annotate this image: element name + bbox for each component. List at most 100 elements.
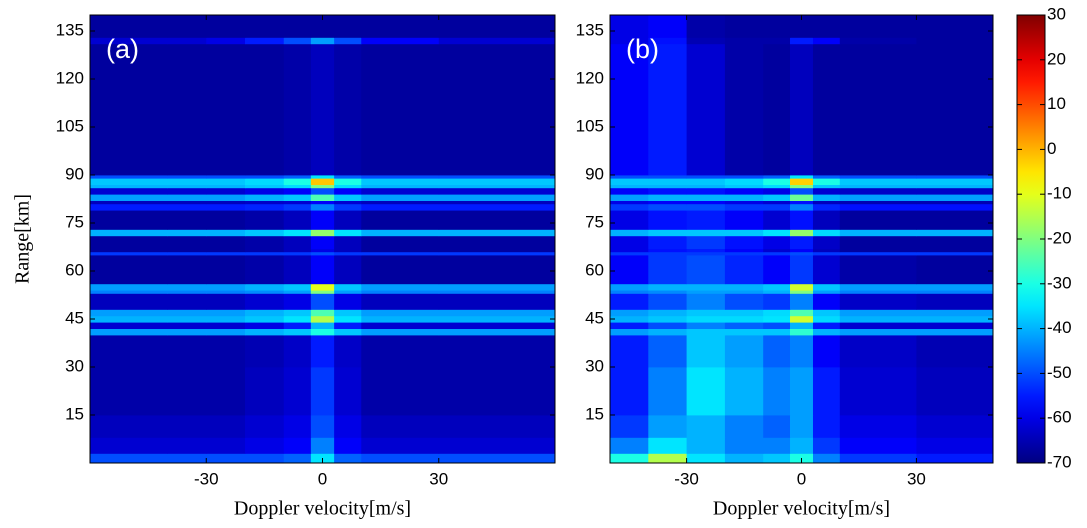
y-tick-label: 15 <box>585 404 604 423</box>
heat-cell <box>245 290 285 294</box>
heat-cell <box>839 194 917 201</box>
y-tick-label: 75 <box>65 212 84 231</box>
heat-cell <box>686 453 726 464</box>
heat-cell <box>90 309 168 317</box>
heat-cell <box>90 15 168 38</box>
heat-cell <box>310 251 335 256</box>
heat-cell <box>724 322 764 329</box>
heat-cell <box>334 248 362 253</box>
heat-cell <box>648 437 687 454</box>
heat-cell <box>610 178 649 185</box>
heat-cell <box>438 187 556 195</box>
heat-cell <box>334 293 362 310</box>
heat-cell <box>839 315 917 323</box>
heat-cell <box>283 175 312 179</box>
heat-cell <box>610 251 649 256</box>
heat-cell <box>648 283 687 291</box>
heat-cell <box>648 210 687 230</box>
heat-cell <box>206 229 246 237</box>
heat-cell <box>763 37 791 45</box>
heat-cell <box>790 322 814 329</box>
heat-cell <box>648 235 687 249</box>
heat-cell <box>206 437 246 454</box>
y-tick-label: 30 <box>585 356 604 375</box>
heat-cell <box>686 335 726 368</box>
heat-cell <box>310 235 335 249</box>
heat-cell <box>206 37 246 45</box>
heat-cell <box>812 229 841 237</box>
colorbar-tick-label: 30 <box>1047 4 1066 23</box>
heat-cell <box>648 15 687 38</box>
heat-cell <box>686 437 726 454</box>
heat-cell <box>763 309 791 317</box>
heat-cell <box>334 229 362 237</box>
heat-cell <box>283 251 312 256</box>
heat-cell <box>763 251 791 256</box>
heat-cell <box>245 367 285 416</box>
heat-cell <box>438 322 556 329</box>
heat-cell <box>438 15 556 38</box>
heat-cell <box>790 283 814 291</box>
heat-cell <box>245 178 285 185</box>
heat-cell <box>839 367 917 416</box>
heat-cell <box>334 255 362 285</box>
y-tick-label: 75 <box>585 212 604 231</box>
heat-cell <box>283 309 312 317</box>
heat-cell <box>610 248 649 253</box>
heat-cell <box>167 322 207 329</box>
heat-cell <box>206 367 246 416</box>
heat-cell <box>648 453 687 464</box>
heat-cell <box>90 203 168 211</box>
heat-cell <box>648 43 687 176</box>
heat-cell <box>167 229 207 237</box>
heat-cell <box>648 37 687 45</box>
heat-cell <box>334 200 362 205</box>
heat-cell <box>916 335 994 368</box>
heat-cell <box>648 290 687 294</box>
heat-cell <box>686 283 726 291</box>
heat-cell <box>686 210 726 230</box>
heat-cell <box>361 175 440 179</box>
heat-cell <box>245 203 285 211</box>
heat-cell <box>206 251 246 256</box>
heat-cell <box>763 367 791 416</box>
heat-cell <box>283 184 312 189</box>
heat-cell <box>610 43 649 176</box>
heat-cell <box>438 293 556 310</box>
heat-cell <box>839 37 917 45</box>
heat-cell <box>438 203 556 211</box>
heat-cell <box>724 367 764 416</box>
panel-label: (a) <box>106 34 139 64</box>
heat-cell <box>610 37 649 45</box>
heat-cell <box>812 251 841 256</box>
heat-cell <box>334 15 362 38</box>
heat-cell <box>812 309 841 317</box>
heat-cell <box>167 203 207 211</box>
heat-cell <box>206 335 246 368</box>
heat-cell <box>438 43 556 176</box>
heat-cell <box>283 315 312 323</box>
heat-cell <box>916 235 994 249</box>
heat-cell <box>206 235 246 249</box>
heat-cell <box>790 437 814 454</box>
heat-cell <box>206 200 246 205</box>
heat-cell <box>839 290 917 294</box>
heat-cell <box>361 203 440 211</box>
heat-cell <box>206 415 246 438</box>
heat-cell <box>839 328 917 336</box>
heat-cell <box>283 335 312 368</box>
x-axis-label: Doppler velocity[m/s] <box>713 498 890 520</box>
heat-cell <box>283 178 312 185</box>
y-tick-label: 45 <box>65 308 84 327</box>
heat-cell <box>334 37 362 45</box>
heat-cell <box>361 283 440 291</box>
heat-cell <box>648 315 687 323</box>
heat-cell <box>245 293 285 310</box>
heat-cell <box>790 210 814 230</box>
heat-cell <box>361 43 440 176</box>
heat-cell <box>245 251 285 256</box>
heat-cell <box>686 200 726 205</box>
heat-cell <box>90 210 168 230</box>
heat-cell <box>724 248 764 253</box>
heat-cell <box>167 315 207 323</box>
